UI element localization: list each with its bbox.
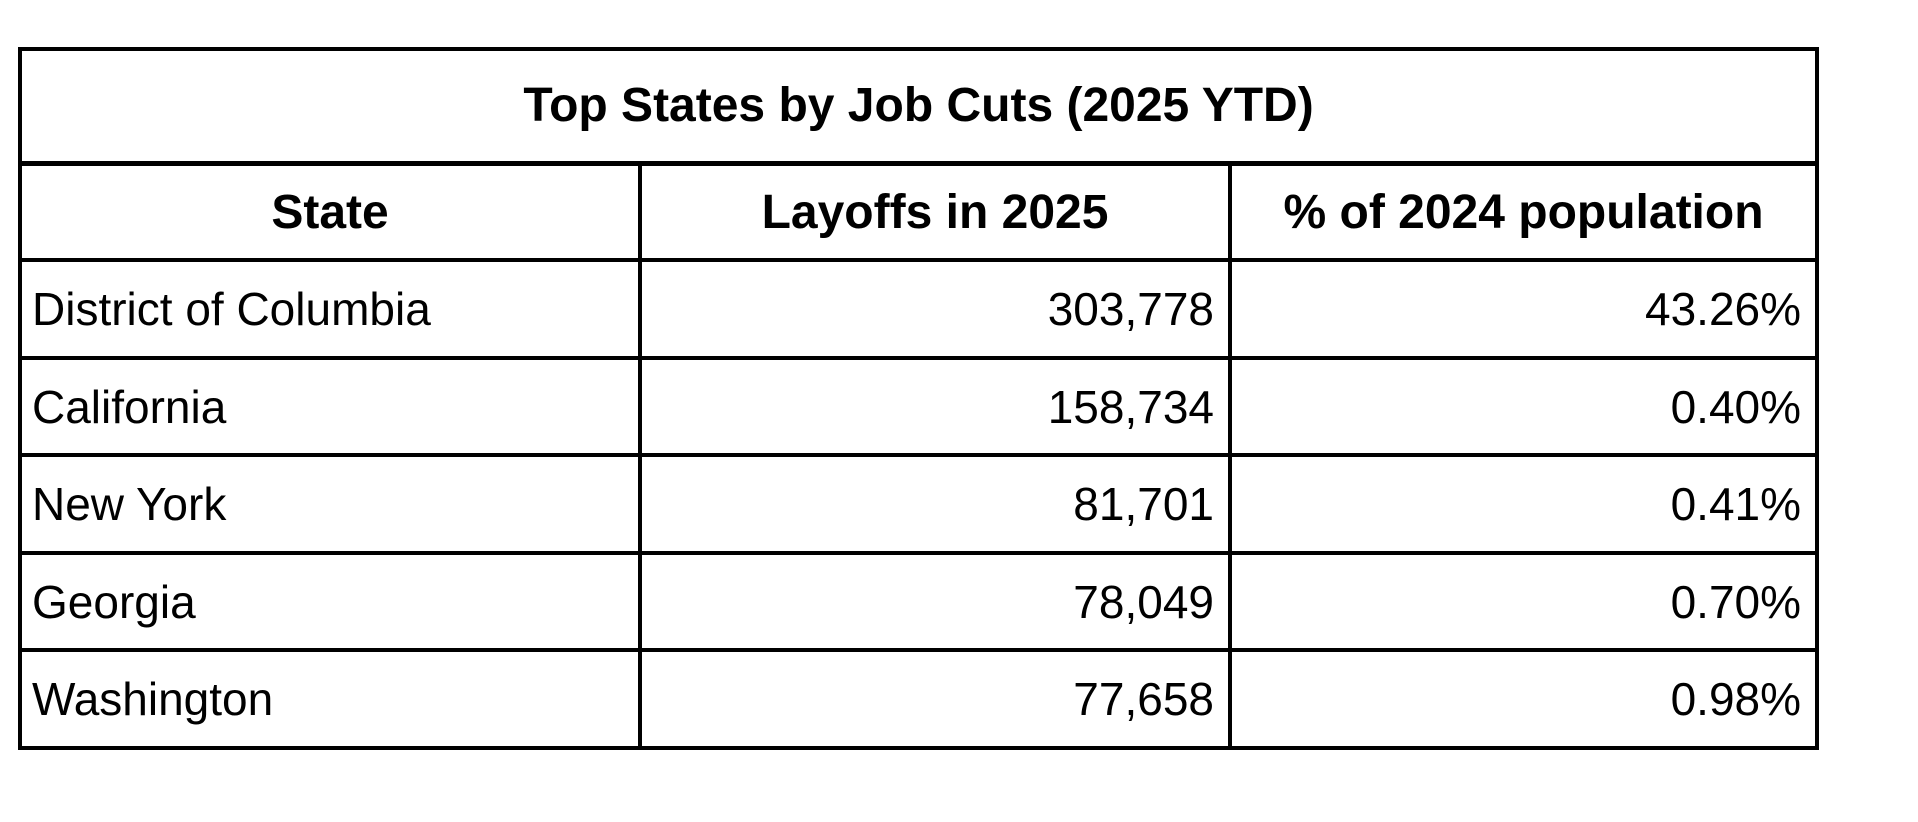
layoffs-cell: 78,049 [638,550,1232,653]
layoffs-cell: 158,734 [638,355,1232,458]
state-cell: Georgia [18,550,642,653]
table-title-row: Top States by Job Cuts (2025 YTD) [17,46,1820,166]
table-row: Washington 77,658 0.98% [18,648,1820,750]
table-header-row: State Layoffs in 2025 % of 2024 populati… [18,161,1820,263]
state-cell: New York [18,453,642,555]
table-title: Top States by Job Cuts (2025 YTD) [17,46,1820,166]
column-header-layoffs: Layoffs in 2025 [638,161,1232,263]
column-header-percent-population: % of 2024 population [1227,161,1820,263]
table-row: New York 81,701 0.41% [18,453,1820,555]
percent-cell: 43.26% [1227,258,1820,360]
percent-cell: 0.98% [1227,648,1820,750]
layoffs-cell: 77,658 [638,648,1232,750]
state-cell: California [18,355,642,458]
table-row: Georgia 78,049 0.70% [18,550,1820,653]
percent-cell: 0.41% [1227,453,1820,555]
percent-cell: 0.70% [1227,550,1820,653]
table-row: District of Columbia 303,778 43.26% [18,258,1820,360]
state-cell: Washington [18,648,642,750]
percent-cell: 0.40% [1227,355,1820,458]
column-header-state: State [18,161,642,263]
layoffs-cell: 303,778 [638,258,1232,360]
table-row: California 158,734 0.40% [18,355,1820,458]
layoffs-cell: 81,701 [638,453,1232,555]
job-cuts-table: Top States by Job Cuts (2025 YTD) State … [17,46,1820,750]
state-cell: District of Columbia [18,258,642,360]
